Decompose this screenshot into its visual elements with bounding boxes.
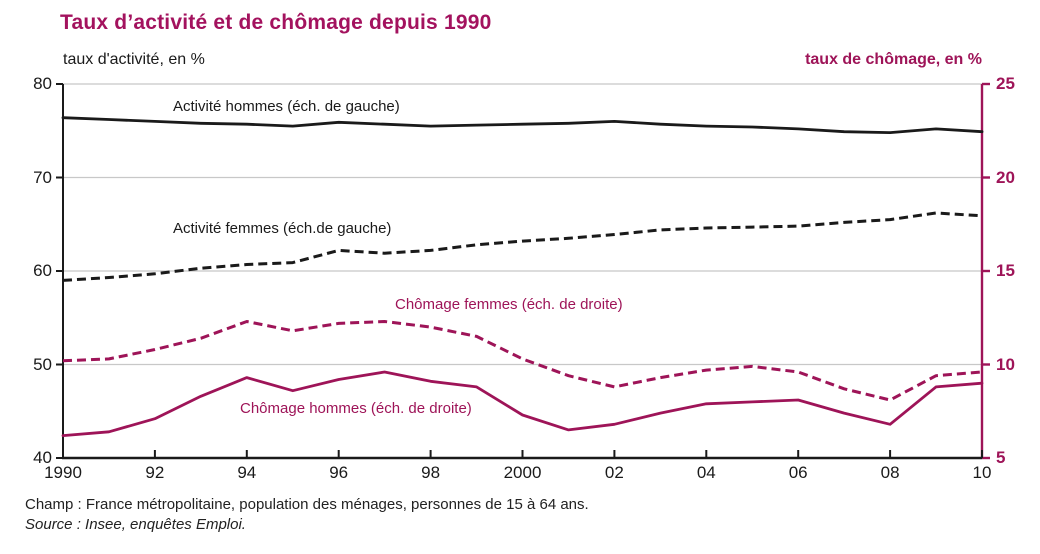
line-series-3 xyxy=(61,370,984,438)
left-tick-label-40: 40 xyxy=(33,448,52,467)
x-tick-label-2004: 04 xyxy=(696,463,716,482)
x-tick-label-2006: 06 xyxy=(788,463,808,482)
x-tick-label-1992: 92 xyxy=(145,463,165,482)
left-tick-label-70: 70 xyxy=(33,167,52,187)
line-series-1 xyxy=(62,211,983,282)
line-series-0 xyxy=(61,116,984,135)
x-tick-label-2010: 10 xyxy=(972,463,992,482)
footer-notes: Champ : France métropolitaine, populatio… xyxy=(25,495,589,535)
footer-champ: Champ : France métropolitaine, populatio… xyxy=(25,496,589,513)
x-tick-label-1996: 96 xyxy=(329,463,349,482)
left-tick-label-80: 80 xyxy=(33,74,52,93)
left-axis-title: taux d'activité, en % xyxy=(63,51,205,68)
footer-source: Source : Insee, enquêtes Emploi. xyxy=(25,516,246,533)
left-tick-label-60: 60 xyxy=(33,261,52,280)
x-tick-label-1994: 94 xyxy=(237,463,257,482)
x-tick-label-1998: 98 xyxy=(421,463,441,482)
right-tick-label-10: 10 xyxy=(996,354,1015,374)
chart-title: Taux d’activité et de chômage depuis 199… xyxy=(60,11,492,34)
x-tick-label-2002: 02 xyxy=(604,463,624,482)
right-axis-title: taux de chômage, en % xyxy=(805,51,982,68)
legend-label-activite-hommes: Activité hommes (éch. de gauche) xyxy=(173,98,400,115)
x-tick-label-2000: 2000 xyxy=(503,463,542,482)
right-tick-label-20: 20 xyxy=(996,167,1015,187)
line-series-2 xyxy=(62,320,983,402)
x-tick-label-1990: 1990 xyxy=(44,463,82,482)
legend-label-chomage-hommes: Chômage hommes (éch. de droite) xyxy=(240,400,472,417)
right-tick-label-5: 5 xyxy=(996,448,1006,467)
legend-label-activite-femmes: Activité femmes (éch.de gauche) xyxy=(173,220,392,237)
right-tick-label-15: 15 xyxy=(996,261,1015,280)
left-tick-label-50: 50 xyxy=(33,354,52,374)
x-tick-label-2008: 08 xyxy=(880,463,900,482)
right-tick-label-25: 25 xyxy=(996,74,1015,93)
legend-label-chomage-femmes: Chômage femmes (éch. de droite) xyxy=(395,296,623,313)
